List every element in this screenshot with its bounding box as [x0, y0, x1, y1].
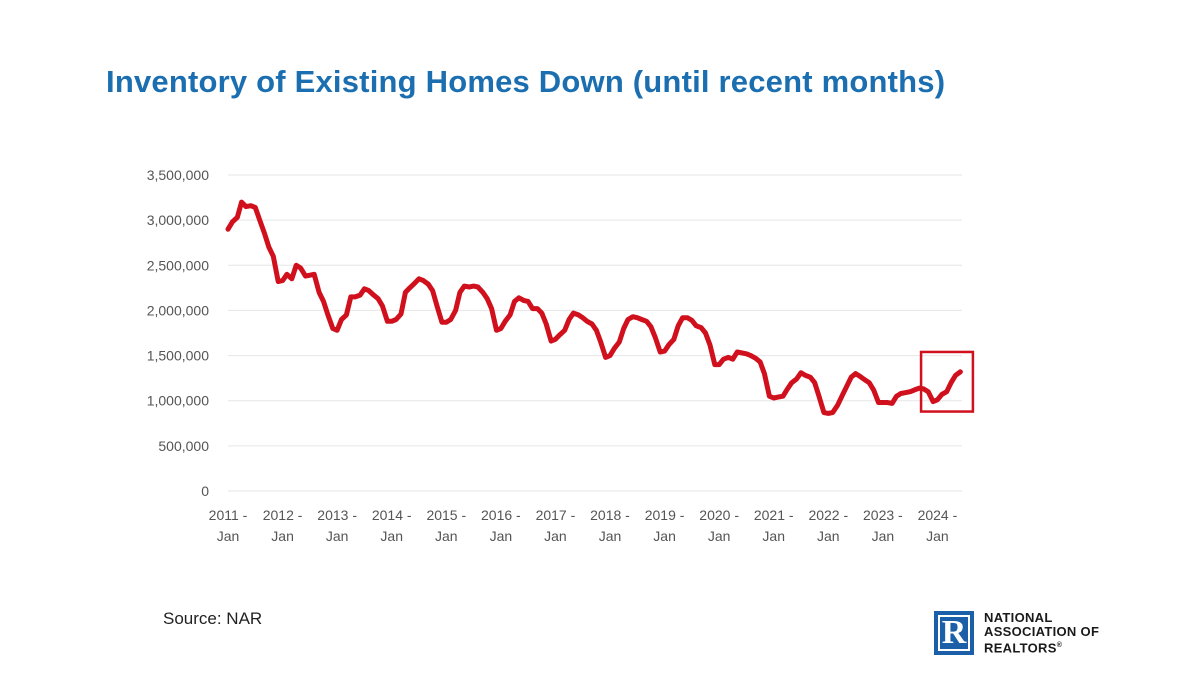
x-tick-label: Jan	[926, 528, 949, 544]
recent-months-highlight-box	[919, 350, 975, 413]
x-tick-label: 2016 -	[481, 507, 521, 523]
x-tick-label: 2022 -	[808, 507, 848, 523]
x-tick-label: Jan	[599, 528, 622, 544]
x-tick-label: 2023 -	[863, 507, 903, 523]
x-tick-label: Jan	[271, 528, 294, 544]
x-tick-label: 2024 -	[918, 507, 958, 523]
x-tick-label: 2011 -	[209, 507, 248, 523]
inventory-series-line	[225, 199, 963, 416]
chart-title: Inventory of Existing Homes Down (until …	[106, 64, 946, 99]
y-tick-label: 2,000,000	[147, 302, 209, 318]
logo-line-2: ASSOCIATION OF	[984, 624, 1100, 639]
logo-line-1: NATIONAL	[984, 610, 1053, 625]
x-tick-label: Jan	[490, 528, 513, 544]
x-tick-label: Jan	[762, 528, 785, 544]
x-tick-label: Jan	[326, 528, 349, 544]
x-tick-label: 2018 -	[590, 507, 630, 523]
x-tick-label: Jan	[708, 528, 731, 544]
y-tick-label: 1,000,000	[147, 393, 209, 409]
y-tick-label: 3,500,000	[147, 167, 209, 183]
y-tick-label: 500,000	[158, 438, 209, 454]
x-tick-label: Jan	[217, 528, 240, 544]
nar-logo: R NATIONAL ASSOCIATION OF REALTORS®	[934, 611, 1099, 656]
y-tick-label: 0	[201, 483, 209, 499]
x-tick-label: 2019 -	[645, 507, 685, 523]
grid-lines	[228, 174, 962, 492]
x-tick-label: 2012 -	[263, 507, 303, 523]
y-tick-label: 3,000,000	[147, 212, 209, 228]
x-tick-label: Jan	[380, 528, 403, 544]
source-note: Source: NAR	[163, 609, 263, 628]
y-tick-label: 1,500,000	[147, 348, 209, 364]
x-tick-label: Jan	[435, 528, 458, 544]
x-tick-label: 2015 -	[426, 507, 466, 523]
logo-text: NATIONAL ASSOCIATION OF REALTORS®	[984, 611, 1099, 655]
x-tick-label: Jan	[544, 528, 567, 544]
registered-mark: ®	[1056, 642, 1063, 649]
x-tick-label: 2021 -	[754, 507, 794, 523]
x-tick-label: Jan	[653, 528, 676, 544]
x-tick-label: 2014 -	[372, 507, 412, 523]
x-tick-label: 2013 -	[317, 507, 357, 523]
realtor-r-icon: R	[934, 611, 974, 656]
x-tick-label: 2017 -	[536, 507, 576, 523]
x-tick-label: 2020 -	[699, 507, 739, 523]
x-tick-label: Jan	[817, 528, 840, 544]
x-axis-tick-labels: 2011 - Jan 2012 - Jan 2013 - Jan 2014 - Jan 2015…	[209, 507, 958, 544]
x-tick-label: Jan	[872, 528, 895, 544]
logo-line-3: REALTORS	[984, 640, 1057, 656]
y-tick-label: 2,500,000	[147, 257, 209, 273]
y-axis-tick-labels: 0 500,000 1,000,000 1,500,000 2,000,000 2,500…	[147, 167, 210, 499]
